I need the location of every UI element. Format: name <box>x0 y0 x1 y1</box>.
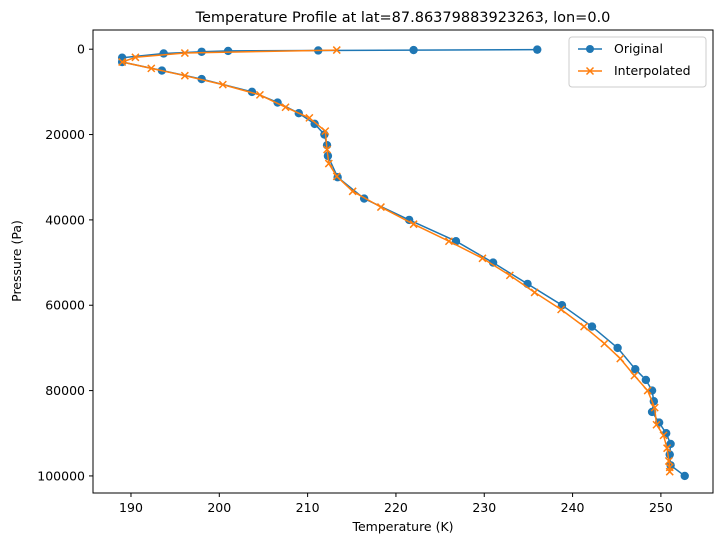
x-tick-label: 230 <box>472 500 496 515</box>
legend-marker-interpolated <box>585 66 595 76</box>
y-tick-label: 60000 <box>45 298 85 313</box>
legend-label-interpolated: Interpolated <box>614 63 691 78</box>
x-axis: 190 200 210 220 230 240 250 <box>119 493 673 515</box>
data-point-interpolated <box>650 403 659 412</box>
series-line-interpolated <box>121 49 671 472</box>
x-tick-label: 210 <box>296 500 320 515</box>
data-point-interpolated <box>505 271 514 280</box>
y-tick-label: 40000 <box>45 212 85 227</box>
data-point-interpolated <box>118 57 127 67</box>
data-point-interpolated <box>478 254 487 263</box>
data-point-original <box>613 343 622 353</box>
x-tick-label: 250 <box>649 500 673 515</box>
data-point-interpolated <box>376 203 385 212</box>
x-tick-label: 240 <box>561 500 585 515</box>
data-point-original <box>587 322 597 331</box>
data-point-interpolated <box>580 322 589 331</box>
data-point-interpolated <box>218 80 227 89</box>
data-point-interpolated <box>616 354 625 363</box>
data-point-interpolated <box>664 456 673 466</box>
data-point-interpolated <box>557 305 566 314</box>
data-point-original <box>223 46 233 56</box>
data-point-interpolated <box>180 71 189 80</box>
data-point-interpolated <box>600 339 609 348</box>
data-point-interpolated <box>180 49 189 58</box>
series-layer <box>117 45 689 481</box>
data-point-interpolated <box>663 444 672 453</box>
data-point-interpolated <box>444 237 453 246</box>
y-axis-label: Pressure (Pa) <box>9 220 24 302</box>
series-original <box>117 45 689 481</box>
legend-marker-original <box>586 45 594 53</box>
x-tick-label: 190 <box>119 500 143 515</box>
data-point-original <box>488 258 498 267</box>
plot-frame <box>92 29 714 494</box>
y-tick-label: 20000 <box>45 127 85 142</box>
data-point-interpolated <box>348 187 357 196</box>
data-point-original <box>680 471 689 481</box>
data-point-interpolated <box>332 46 341 55</box>
data-point-original <box>197 47 206 56</box>
legend-box <box>568 36 707 88</box>
data-point-interpolated <box>332 172 341 181</box>
data-point-interpolated <box>321 127 330 136</box>
data-point-original <box>533 45 542 54</box>
data-point-interpolated <box>409 220 418 229</box>
y-tick-label: 100000 <box>37 468 85 483</box>
y-axis: 0 20000 40000 60000 80000 100000 <box>37 42 93 483</box>
plot-area <box>92 29 714 494</box>
data-point-interpolated <box>530 288 539 297</box>
legend-label-original: Original <box>614 41 663 56</box>
data-point-original <box>409 45 418 55</box>
data-point-interpolated <box>643 386 652 395</box>
data-point-original <box>641 375 651 385</box>
series-interpolated <box>118 46 674 476</box>
data-point-interpolated <box>324 159 333 168</box>
x-tick-label: 200 <box>207 500 231 515</box>
x-axis-label: Temperature (K) <box>351 519 453 534</box>
chart-title: Temperature Profile at lat=87.8637988392… <box>195 10 611 26</box>
series-line-original <box>121 48 686 477</box>
data-point-interpolated <box>652 420 661 429</box>
data-point-original <box>631 365 640 374</box>
y-tick-label: 0 <box>77 42 85 57</box>
data-point-interpolated <box>665 467 674 476</box>
data-point-interpolated <box>305 113 314 122</box>
data-point-interpolated <box>630 371 639 380</box>
data-point-interpolated <box>131 53 140 62</box>
data-point-interpolated <box>255 90 264 99</box>
y-tick-label: 80000 <box>45 383 85 398</box>
data-point-original <box>310 119 319 129</box>
data-point-interpolated <box>147 64 156 73</box>
x-tick-label: 220 <box>384 500 408 515</box>
data-point-interpolated <box>659 431 668 440</box>
legend: Original Interpolated <box>568 36 707 88</box>
data-point-original <box>159 49 168 58</box>
data-point-interpolated <box>323 145 332 154</box>
data-point-interpolated <box>281 103 290 112</box>
data-point-original <box>647 407 657 417</box>
